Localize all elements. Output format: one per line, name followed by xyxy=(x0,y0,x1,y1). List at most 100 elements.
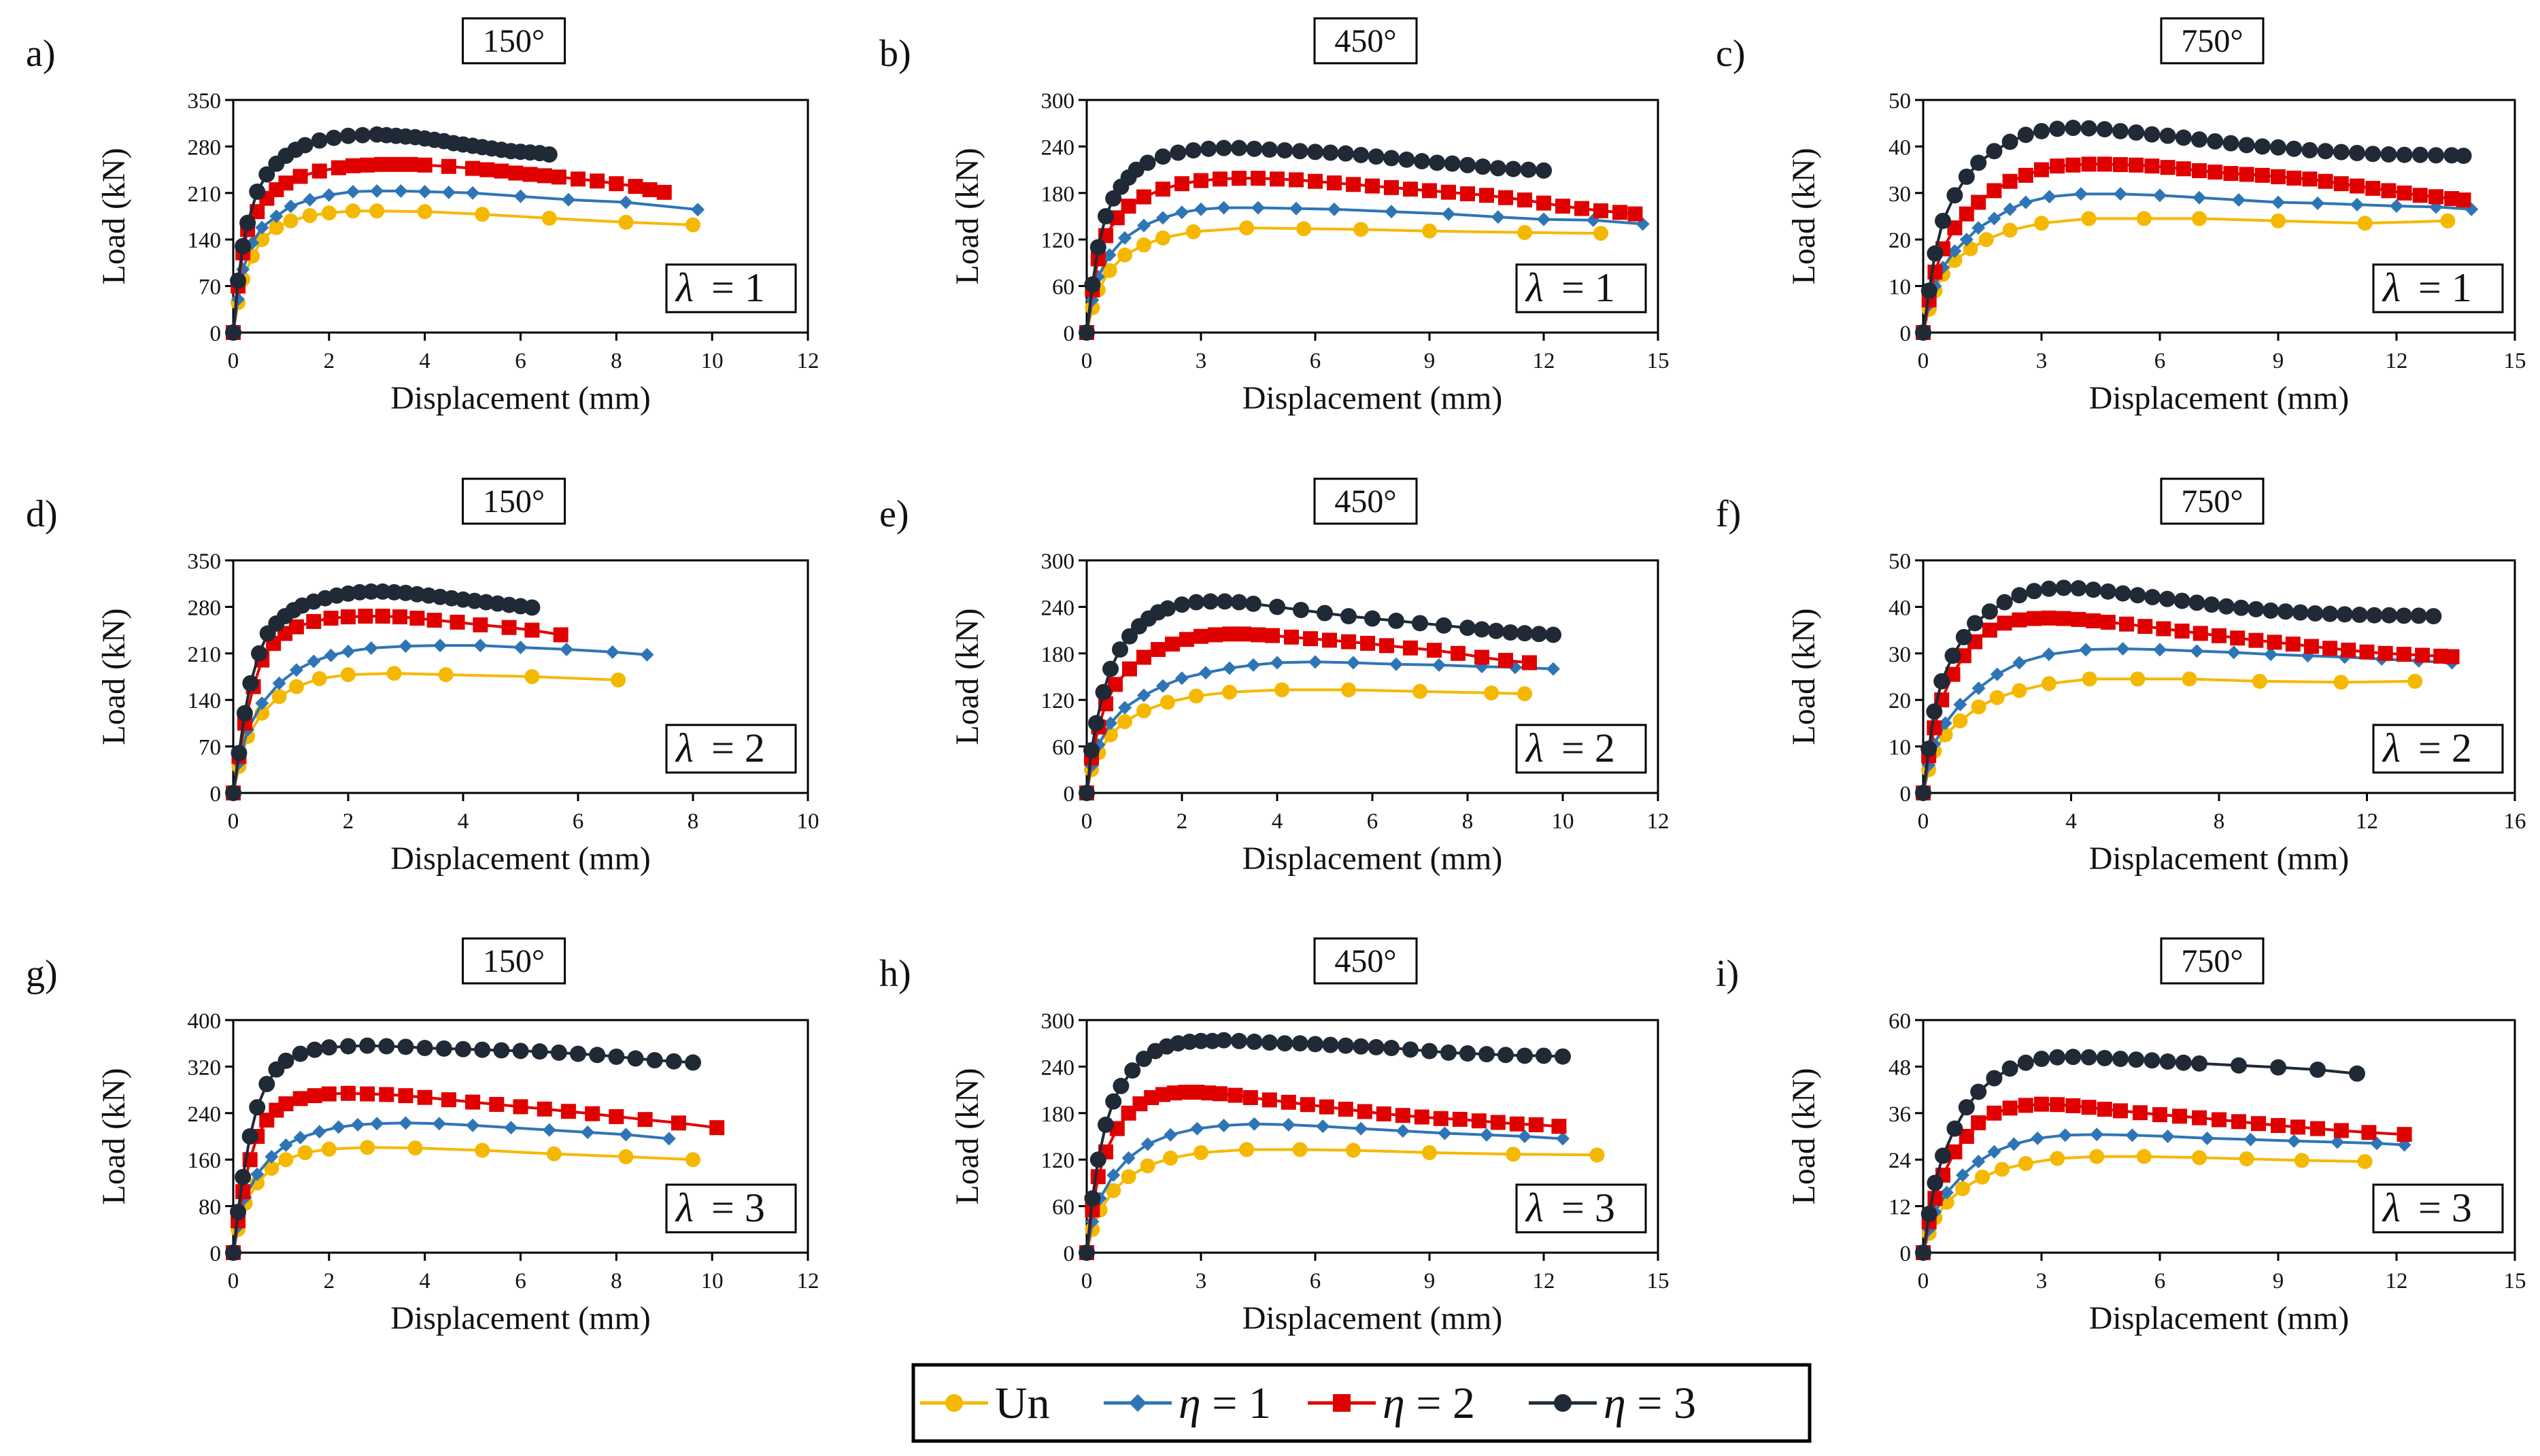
data-point xyxy=(2203,596,2220,613)
data-point xyxy=(1403,182,1418,197)
data-point xyxy=(2239,1151,2254,1167)
data-point xyxy=(1986,1105,2002,1121)
data-point xyxy=(1232,171,1247,186)
data-point xyxy=(1433,1111,1449,1126)
temperature-label: 750° xyxy=(2181,943,2243,979)
data-point xyxy=(2114,187,2127,201)
legend-marker-icon xyxy=(1129,1394,1147,1412)
data-point xyxy=(2137,619,2153,634)
data-point xyxy=(1379,638,1394,654)
data-point xyxy=(466,186,480,200)
data-point xyxy=(1478,1046,1495,1063)
data-point xyxy=(551,169,566,185)
data-point xyxy=(1459,620,1476,637)
x-tick-label: 10 xyxy=(797,809,819,834)
data-point xyxy=(2070,580,2087,597)
data-point xyxy=(1956,1168,1969,1182)
data-point xyxy=(2100,614,2116,630)
x-tick-label: 0 xyxy=(228,349,239,373)
data-point xyxy=(1517,625,1533,642)
data-point xyxy=(1178,1085,1193,1100)
data-point xyxy=(241,1128,258,1145)
data-point xyxy=(386,666,402,681)
data-point xyxy=(2001,1060,2018,1077)
y-axis-label: Load (kN) xyxy=(96,608,132,745)
data-point xyxy=(1190,1121,1204,1136)
data-point xyxy=(605,645,620,659)
data-point xyxy=(292,169,308,184)
data-point xyxy=(2159,127,2176,144)
data-point xyxy=(417,204,433,220)
legend-marker-icon xyxy=(1333,1394,1351,1412)
data-point xyxy=(1471,1113,1487,1129)
data-point xyxy=(235,1168,252,1185)
data-point xyxy=(426,612,442,628)
lambda-box xyxy=(665,263,797,314)
data-point xyxy=(2085,581,2102,598)
data-point xyxy=(1383,150,1400,167)
data-point xyxy=(560,642,574,656)
data-point xyxy=(479,162,495,177)
lambda-symbol: λ xyxy=(675,1185,694,1230)
lambda-symbol: λ xyxy=(2382,1185,2401,1230)
data-point xyxy=(2444,649,2460,664)
lambda-box xyxy=(1515,263,1647,314)
data-point xyxy=(2218,598,2235,615)
data-point xyxy=(608,1048,625,1065)
x-tick-label: 4 xyxy=(458,809,469,834)
data-point xyxy=(2081,156,2097,172)
data-point xyxy=(2050,1097,2065,1113)
data-point xyxy=(2377,645,2393,661)
data-point xyxy=(346,184,360,199)
data-point xyxy=(2333,176,2349,192)
panel-letter: d) xyxy=(26,493,58,535)
data-point xyxy=(2116,641,2130,656)
data-point xyxy=(321,205,337,221)
y-tick-label: 210 xyxy=(188,182,222,207)
temperature-label: 750° xyxy=(2181,23,2243,59)
y-tick-label: 70 xyxy=(199,736,221,760)
x-tick-label: 6 xyxy=(2154,349,2166,373)
data-point xyxy=(1460,186,1475,201)
data-point xyxy=(1920,1206,1937,1222)
data-point xyxy=(438,667,454,683)
data-point xyxy=(231,745,248,762)
data-point xyxy=(1105,190,1122,207)
data-point xyxy=(609,1108,624,1124)
data-point xyxy=(2331,1135,2344,1149)
data-point xyxy=(284,199,298,214)
data-point xyxy=(1156,211,1170,225)
x-tick-label: 12 xyxy=(2386,349,2408,373)
data-point xyxy=(2231,1057,2247,1074)
y-tick-label: 350 xyxy=(188,549,222,574)
data-point xyxy=(2050,158,2065,174)
legend-text: Un xyxy=(995,1378,1050,1428)
data-point xyxy=(2239,167,2254,182)
data-point xyxy=(1274,682,1289,698)
data-point xyxy=(524,669,540,684)
data-point xyxy=(1213,171,1227,187)
data-point xyxy=(2390,199,2403,213)
data-point xyxy=(1989,690,2005,705)
data-point xyxy=(1451,645,1466,661)
data-point xyxy=(2428,147,2444,164)
y-tick-label: 280 xyxy=(188,596,222,620)
data-point xyxy=(2129,587,2146,604)
data-point xyxy=(302,208,318,224)
data-point xyxy=(2065,120,2082,137)
data-point xyxy=(1261,141,1278,158)
data-point xyxy=(242,675,259,692)
data-point xyxy=(1971,699,1986,715)
y-tick-label: 0 xyxy=(210,1242,222,1266)
data-point xyxy=(1122,661,1137,677)
plot-frame xyxy=(232,559,809,794)
data-point xyxy=(1303,631,1318,647)
data-point xyxy=(1193,1145,1208,1160)
data-point xyxy=(1959,1129,1974,1144)
legend-label: η = 1 xyxy=(1179,1378,1271,1428)
data-point xyxy=(403,156,418,172)
y-tick-label: 0 xyxy=(1064,1242,1075,1266)
data-point xyxy=(433,639,447,653)
y-tick-label: 350 xyxy=(188,89,222,114)
data-point xyxy=(475,207,490,222)
